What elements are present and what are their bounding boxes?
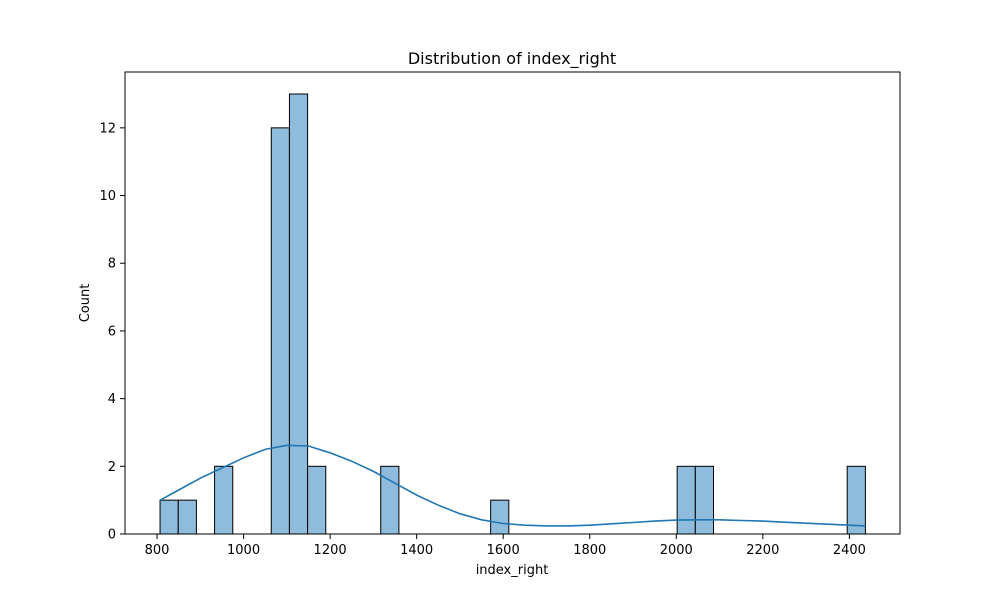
histogram-bar-5	[307, 465, 327, 535]
x-tick-label: 2200	[746, 543, 779, 558]
histogram-bar-7	[490, 499, 510, 535]
y-tick-label: 2	[108, 460, 116, 475]
x-axis-label: index_right	[476, 563, 549, 578]
histogram-bar-1	[177, 499, 197, 535]
kde-group	[159, 444, 866, 527]
x-tick-label: 2400	[833, 543, 866, 558]
histogram-bar-4	[288, 93, 309, 535]
x-tick-label: 1400	[400, 543, 433, 558]
plot-area	[125, 72, 900, 534]
y-axis-label: Count	[78, 284, 93, 323]
x-tick-label: 2000	[660, 543, 693, 558]
plot-frame	[124, 71, 901, 535]
x-axis-ticks: 800 1000 1200 1400 1600 1800 2000 2200 2400	[145, 534, 866, 558]
x-tick-label: 1200	[314, 543, 347, 558]
x-tick-label: 1800	[573, 543, 606, 558]
histogram-bar-8	[676, 465, 696, 535]
y-axis-ticks: 0 2 4 6 8 10 12	[99, 121, 125, 543]
histogram-bar-2	[214, 465, 234, 535]
y-tick-label: 4	[108, 392, 116, 407]
histogram-bar-3	[270, 127, 290, 535]
y-tick-label: 12	[99, 121, 116, 136]
chart-title: Distribution of index_right	[408, 49, 616, 69]
histogram-bar-10	[846, 465, 866, 535]
histogram-bar-0	[159, 499, 179, 535]
histogram-bar-9	[694, 465, 714, 535]
y-tick-label: 6	[108, 324, 116, 339]
x-tick-label: 800	[145, 543, 170, 558]
kde-line	[159, 444, 866, 527]
y-tick-label: 8	[108, 257, 116, 272]
y-tick-label: 0	[108, 528, 116, 543]
y-tick-label: 10	[99, 189, 116, 204]
x-tick-label: 1000	[227, 543, 260, 558]
x-tick-label: 1600	[487, 543, 520, 558]
